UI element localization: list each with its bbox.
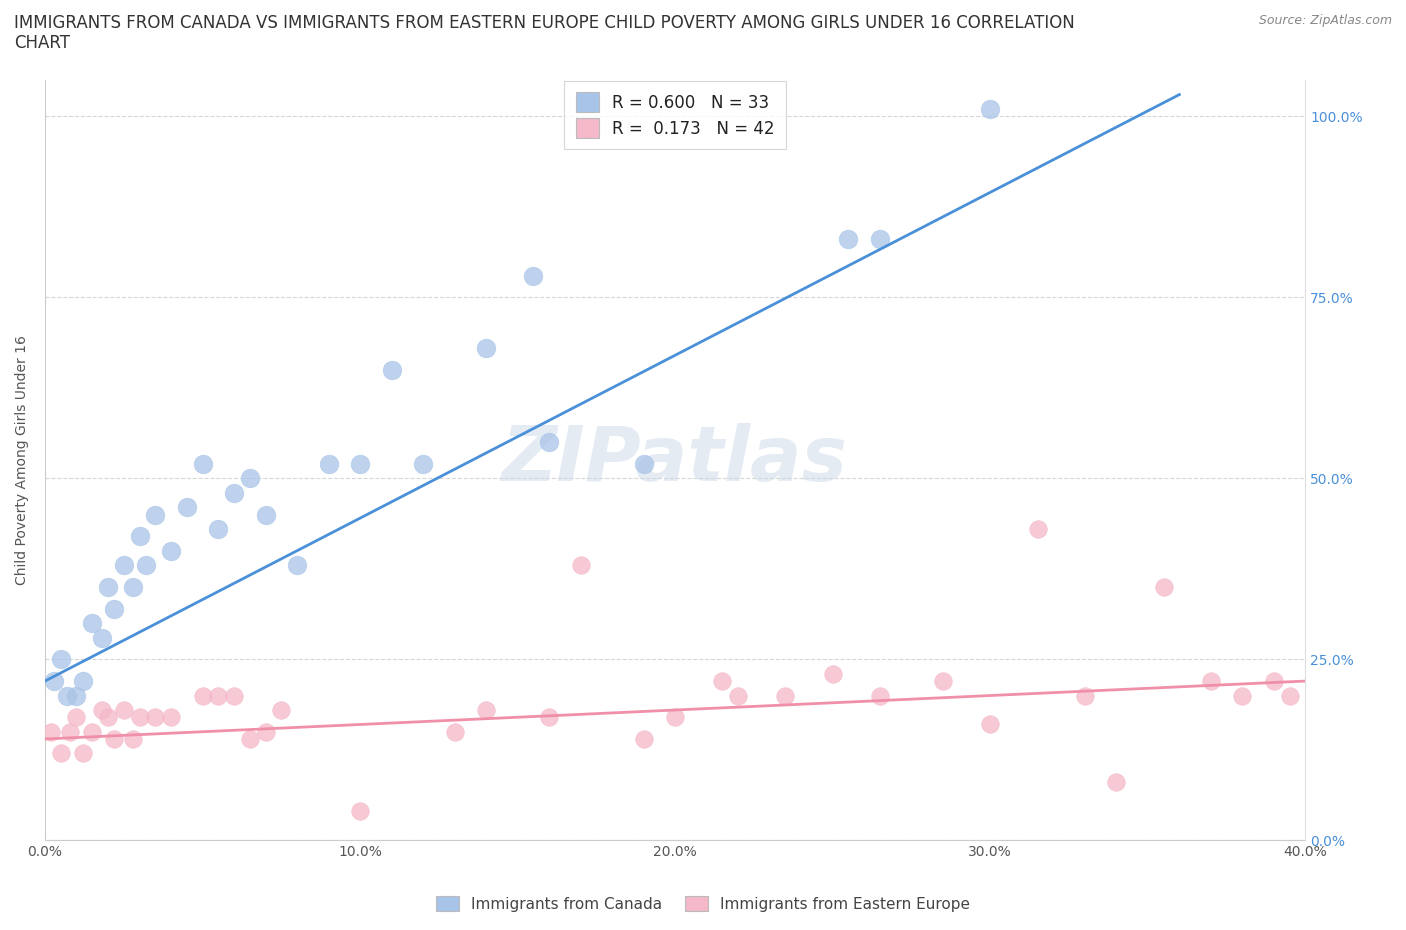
Point <box>1153 579 1175 594</box>
Text: CHART: CHART <box>14 34 70 52</box>
Point <box>222 485 245 500</box>
Text: ZIPatlas: ZIPatlas <box>502 423 848 498</box>
Point <box>1263 673 1285 688</box>
Point <box>1232 688 1254 703</box>
Point <box>176 499 198 514</box>
Point <box>112 558 135 573</box>
Point <box>222 688 245 703</box>
Point <box>39 724 62 739</box>
Point <box>135 558 157 573</box>
Point <box>254 724 277 739</box>
Point <box>633 457 655 472</box>
Point <box>538 434 561 449</box>
Point <box>122 579 145 594</box>
Point <box>72 746 94 761</box>
Point <box>869 232 891 246</box>
Point <box>443 724 465 739</box>
Point <box>56 688 79 703</box>
Point <box>979 101 1001 116</box>
Legend: R = 0.600   N = 33, R =  0.173   N = 42: R = 0.600 N = 33, R = 0.173 N = 42 <box>564 81 786 150</box>
Point <box>128 529 150 544</box>
Point <box>239 471 262 485</box>
Point <box>207 688 229 703</box>
Point <box>97 710 120 724</box>
Point <box>90 702 112 717</box>
Point <box>49 652 72 667</box>
Point <box>122 732 145 747</box>
Point <box>112 702 135 717</box>
Point <box>65 688 87 703</box>
Point <box>538 710 561 724</box>
Point <box>569 558 592 573</box>
Point <box>191 688 214 703</box>
Point <box>633 732 655 747</box>
Point <box>97 579 120 594</box>
Point <box>254 507 277 522</box>
Y-axis label: Child Poverty Among Girls Under 16: Child Poverty Among Girls Under 16 <box>15 336 30 585</box>
Point <box>65 710 87 724</box>
Text: Source: ZipAtlas.com: Source: ZipAtlas.com <box>1258 14 1392 27</box>
Legend: Immigrants from Canada, Immigrants from Eastern Europe: Immigrants from Canada, Immigrants from … <box>430 889 976 918</box>
Point <box>775 688 797 703</box>
Point <box>349 804 371 818</box>
Point <box>1074 688 1097 703</box>
Point <box>1026 522 1049 537</box>
Point <box>160 543 183 558</box>
Point <box>207 522 229 537</box>
Point <box>82 616 104 631</box>
Point <box>522 268 544 283</box>
Point <box>44 673 66 688</box>
Point <box>318 457 340 472</box>
Point <box>711 673 734 688</box>
Point <box>72 673 94 688</box>
Point <box>49 746 72 761</box>
Point <box>160 710 183 724</box>
Point <box>90 631 112 645</box>
Point <box>869 688 891 703</box>
Point <box>1278 688 1301 703</box>
Point <box>59 724 82 739</box>
Point <box>381 363 404 378</box>
Point <box>475 340 498 355</box>
Point <box>412 457 434 472</box>
Point <box>270 702 292 717</box>
Point <box>475 702 498 717</box>
Point <box>664 710 686 724</box>
Point <box>1199 673 1222 688</box>
Point <box>191 457 214 472</box>
Point <box>128 710 150 724</box>
Point <box>837 232 859 246</box>
Point <box>239 732 262 747</box>
Point <box>349 457 371 472</box>
Point <box>143 507 166 522</box>
Point <box>979 717 1001 732</box>
Point <box>821 667 844 682</box>
Point <box>727 688 749 703</box>
Point <box>103 601 125 616</box>
Text: IMMIGRANTS FROM CANADA VS IMMIGRANTS FROM EASTERN EUROPE CHILD POVERTY AMONG GIR: IMMIGRANTS FROM CANADA VS IMMIGRANTS FRO… <box>14 14 1074 32</box>
Point <box>285 558 308 573</box>
Point <box>103 732 125 747</box>
Point <box>1105 775 1128 790</box>
Point <box>82 724 104 739</box>
Point <box>143 710 166 724</box>
Point <box>932 673 955 688</box>
